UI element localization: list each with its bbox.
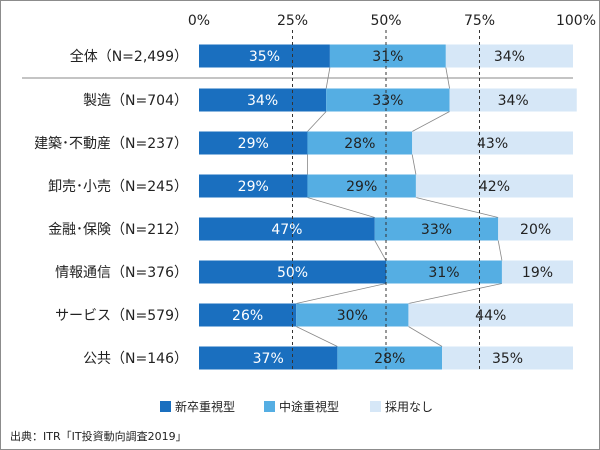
series-connector-line xyxy=(296,326,338,347)
category-label: 卸売･小売（N=245） xyxy=(48,179,188,195)
series-connector-line xyxy=(307,197,375,218)
x-tick-label: 75% xyxy=(464,13,495,29)
category-label: 建築･不動産（N=237） xyxy=(34,136,188,152)
data-label: 44% xyxy=(475,308,506,324)
bar-segment xyxy=(408,303,573,327)
data-label: 50% xyxy=(277,265,308,281)
bar-segment xyxy=(445,44,573,68)
legend-swatch xyxy=(264,401,275,412)
data-label: 34% xyxy=(494,49,525,65)
bar-segment xyxy=(199,174,308,198)
bar-segment xyxy=(329,44,446,68)
bar-segment xyxy=(199,44,330,68)
bar-segment xyxy=(199,303,297,327)
category-label: サービス（N=579） xyxy=(55,308,188,324)
data-label: 26% xyxy=(232,308,263,324)
x-tick-label: 50% xyxy=(370,13,401,29)
data-label: 42% xyxy=(479,179,510,195)
series-connector-line xyxy=(296,283,387,304)
bar-segment xyxy=(199,346,338,370)
data-label: 33% xyxy=(372,93,403,109)
bar-segment xyxy=(326,88,450,112)
category-label: 金融･保険（N=212） xyxy=(48,222,188,238)
data-label: 47% xyxy=(271,222,302,238)
series-connector-line xyxy=(374,240,387,261)
data-label: 33% xyxy=(421,222,452,238)
data-label: 34% xyxy=(247,93,278,109)
legend-label: 新卒重視型 xyxy=(175,399,235,414)
category-label: 公共（N=146） xyxy=(83,351,188,367)
legend-label: 採用なし xyxy=(385,400,433,414)
bar-segment xyxy=(498,217,573,241)
bar-segment xyxy=(307,174,416,198)
series-connector-line xyxy=(325,67,331,89)
series-connector-line xyxy=(497,240,503,261)
category-label: 情報通信（N=376） xyxy=(55,265,188,281)
x-tick-label: 25% xyxy=(277,13,308,29)
bar-segment xyxy=(199,88,327,112)
data-label: 29% xyxy=(346,179,377,195)
bar-segment xyxy=(307,131,413,155)
legend-label: 中途重視型 xyxy=(279,399,339,414)
data-label: 35% xyxy=(249,49,280,65)
bar-segment xyxy=(501,260,573,284)
data-label: 28% xyxy=(344,136,375,152)
bar-segment xyxy=(412,131,573,155)
data-label: 28% xyxy=(374,351,405,367)
data-label: 31% xyxy=(428,265,459,281)
legend-swatch xyxy=(370,401,381,412)
source-note: 出典：ITR「IT投資動向調査2019」 xyxy=(10,429,187,443)
series-connector-line xyxy=(408,283,503,304)
data-label: 19% xyxy=(522,265,553,281)
data-label: 30% xyxy=(337,308,368,324)
bar-segment xyxy=(449,88,577,112)
data-label: 29% xyxy=(238,179,269,195)
series-connector-line xyxy=(411,111,450,132)
data-label: 34% xyxy=(498,93,529,109)
series-connector-line xyxy=(415,197,499,218)
legend-swatch xyxy=(160,401,171,412)
data-label: 29% xyxy=(238,136,269,152)
data-label: 43% xyxy=(477,136,508,152)
bar-segment xyxy=(415,174,573,198)
series-connector-line xyxy=(445,67,450,89)
bar-segment xyxy=(374,217,499,241)
series-connector-line xyxy=(307,111,327,132)
bar-segment xyxy=(386,260,502,284)
series-connector-line xyxy=(411,154,417,175)
x-tick-label: 0% xyxy=(188,13,210,29)
series-connector-line xyxy=(408,326,443,347)
category-label: 全体（N=2,499） xyxy=(70,48,188,65)
data-label: 37% xyxy=(253,351,284,367)
data-label: 20% xyxy=(520,222,551,238)
data-label: 31% xyxy=(372,49,403,65)
bar-segment xyxy=(337,346,443,370)
bar-segment xyxy=(199,217,375,241)
x-tick-label: 100% xyxy=(556,13,596,29)
bar-segment xyxy=(199,131,308,155)
data-label: 35% xyxy=(492,351,523,367)
bar-segment xyxy=(296,303,409,327)
bar-segment xyxy=(442,346,573,370)
category-label: 製造（N=704） xyxy=(83,93,188,109)
